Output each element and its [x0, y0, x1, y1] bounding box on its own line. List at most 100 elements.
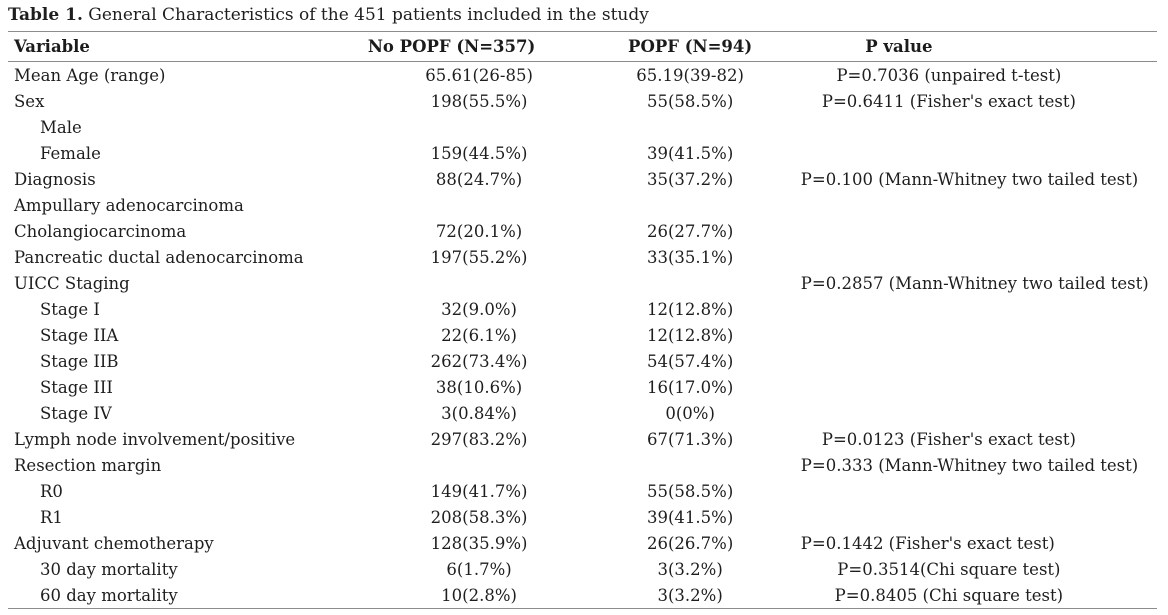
- cell-variable: Stage IIA: [40, 325, 119, 345]
- cell-no-popf: 3(0.84%): [441, 403, 517, 423]
- cell-no-popf: [353, 114, 606, 140]
- cell-variable: 30 day mortality: [40, 559, 178, 579]
- cell-p-value: [801, 114, 1157, 140]
- cell-no-popf: 197(55.2%): [430, 247, 528, 267]
- cell-popf: 12(12.8%): [646, 299, 734, 319]
- cell-no-popf: [353, 452, 606, 478]
- cell-no-popf: 128(35.9%): [430, 533, 528, 553]
- cell-no-popf: 208(58.3%): [430, 507, 528, 527]
- cell-p-value: [801, 348, 1157, 374]
- cell-popf: 12(12.8%): [646, 325, 734, 345]
- cell-variable: Pancreatic ductal adenocarcinoma: [14, 247, 304, 267]
- cell-variable: Stage III: [40, 377, 113, 397]
- table-row: Stage IIA 22(6.1%) 12(12.8%): [8, 322, 1157, 348]
- characteristics-table: Variable No POPF (N=357) POPF (N=94) P v…: [8, 31, 1157, 609]
- cell-no-popf: [353, 270, 606, 296]
- cell-variable: Male: [40, 117, 82, 137]
- table-row: Ampullary adenocarcinoma: [8, 192, 1157, 218]
- column-header-variable: Variable: [8, 31, 353, 62]
- cell-variable: Cholangiocarcinoma: [14, 221, 187, 241]
- cell-variable: UICC Staging: [14, 273, 130, 293]
- table-body: Mean Age (range) 65.61(26-85) 65.19(39-8…: [8, 62, 1157, 609]
- cell-popf: 67(71.3%): [646, 429, 734, 449]
- cell-no-popf: [353, 192, 606, 218]
- cell-popf: [605, 270, 800, 296]
- cell-popf: [605, 114, 800, 140]
- cell-p-value: [801, 218, 1157, 244]
- cell-popf: 35(37.2%): [646, 169, 734, 189]
- cell-variable: Stage IV: [40, 403, 112, 423]
- cell-popf: 55(58.5%): [646, 481, 734, 501]
- table-row: R0 149(41.7%) 55(58.5%): [8, 478, 1157, 504]
- table-row: Stage IV 3(0.84%) 0(0%): [8, 400, 1157, 426]
- cell-p-value: P=0.1442 (Fisher's exact test): [800, 533, 1055, 553]
- cell-p-value: [801, 504, 1157, 530]
- table-row: Stage IIB 262(73.4%) 54(57.4%): [8, 348, 1157, 374]
- cell-p-value: [801, 478, 1157, 504]
- column-header-popf: POPF (N=94): [605, 31, 801, 62]
- cell-variable: Mean Age (range): [14, 65, 166, 85]
- table-row: Stage I 32(9.0%) 12(12.8%): [8, 296, 1157, 322]
- table-row: R1 208(58.3%) 39(41.5%): [8, 504, 1157, 530]
- cell-variable: Resection margin: [14, 455, 162, 475]
- cell-popf: 65.19(39-82): [636, 65, 744, 85]
- cell-variable: Sex: [14, 91, 45, 111]
- cell-variable: Stage I: [40, 299, 100, 319]
- table-row: Sex 198(55.5%) 55(58.5%) P=0.6411 (Fishe…: [8, 88, 1157, 114]
- table-row: Stage III 38(10.6%) 16(17.0%): [8, 374, 1157, 400]
- cell-popf: 16(17.0%): [646, 377, 734, 397]
- table-row: Diagnosis 88(24.7%) 35(37.2%) P=0.100 (M…: [8, 166, 1157, 192]
- cell-variable: Diagnosis: [14, 169, 96, 189]
- cell-variable: Adjuvant chemotherapy: [14, 533, 214, 553]
- cell-popf: [605, 192, 800, 218]
- cell-popf: 55(58.5%): [646, 91, 734, 111]
- table-row: Adjuvant chemotherapy 128(35.9%) 26(26.7…: [8, 530, 1157, 556]
- cell-popf: 54(57.4%): [646, 351, 734, 371]
- cell-popf: [605, 452, 800, 478]
- cell-no-popf: 22(6.1%): [441, 325, 517, 345]
- column-header-p-value: P value: [800, 31, 1157, 62]
- cell-p-value: [801, 140, 1157, 166]
- table-row: UICC Staging P=0.2857 (Mann-Whitney two …: [8, 270, 1157, 296]
- table-row: Mean Age (range) 65.61(26-85) 65.19(39-8…: [8, 62, 1157, 89]
- cell-variable: Female: [40, 143, 101, 163]
- cell-no-popf: 38(10.6%): [435, 377, 523, 397]
- cell-no-popf: 32(9.0%): [441, 299, 517, 319]
- cell-no-popf: 72(20.1%): [435, 221, 523, 241]
- cell-p-value: [801, 374, 1157, 400]
- cell-no-popf: 149(41.7%): [430, 481, 528, 501]
- table-header-row: Variable No POPF (N=357) POPF (N=94) P v…: [8, 31, 1157, 62]
- cell-variable: Stage IIB: [40, 351, 119, 371]
- cell-no-popf: 10(2.8%): [441, 585, 517, 605]
- cell-popf: 3(3.2%): [657, 585, 723, 605]
- cell-popf: 26(27.7%): [646, 221, 734, 241]
- cell-no-popf: 297(83.2%): [430, 429, 528, 449]
- cell-p-value: P=0.333 (Mann-Whitney two tailed test): [800, 455, 1139, 475]
- cell-p-value: [801, 244, 1157, 270]
- table-row: Resection margin P=0.333 (Mann-Whitney t…: [8, 452, 1157, 478]
- cell-popf: 26(26.7%): [646, 533, 734, 553]
- cell-variable: 60 day mortality: [40, 585, 178, 605]
- cell-p-value: [801, 322, 1157, 348]
- cell-p-value: [801, 400, 1157, 426]
- column-header-no-popf: No POPF (N=357): [352, 31, 606, 62]
- table-row: Lymph node involvement/positive 297(83.2…: [8, 426, 1157, 452]
- cell-p-value: P=0.0123 (Fisher's exact test): [821, 429, 1076, 449]
- cell-variable: R1: [40, 507, 63, 527]
- cell-p-value: P=0.8405 (Chi square test): [834, 585, 1064, 605]
- table-row: 60 day mortality 10(2.8%) 3(3.2%) P=0.84…: [8, 582, 1157, 609]
- table-row: Female 159(44.5%) 39(41.5%): [8, 140, 1157, 166]
- cell-p-value: [801, 192, 1157, 218]
- cell-no-popf: 159(44.5%): [430, 143, 528, 163]
- table-row: Male: [8, 114, 1157, 140]
- cell-no-popf: 88(24.7%): [435, 169, 523, 189]
- cell-popf: 33(35.1%): [646, 247, 734, 267]
- cell-p-value: P=0.3514(Chi square test): [837, 559, 1061, 579]
- cell-variable: Ampullary adenocarcinoma: [14, 195, 244, 215]
- cell-popf: 3(3.2%): [657, 559, 723, 579]
- cell-variable: Lymph node involvement/positive: [14, 429, 296, 449]
- table-row: Cholangiocarcinoma 72(20.1%) 26(27.7%): [8, 218, 1157, 244]
- cell-no-popf: 65.61(26-85): [425, 65, 533, 85]
- cell-no-popf: 262(73.4%): [430, 351, 528, 371]
